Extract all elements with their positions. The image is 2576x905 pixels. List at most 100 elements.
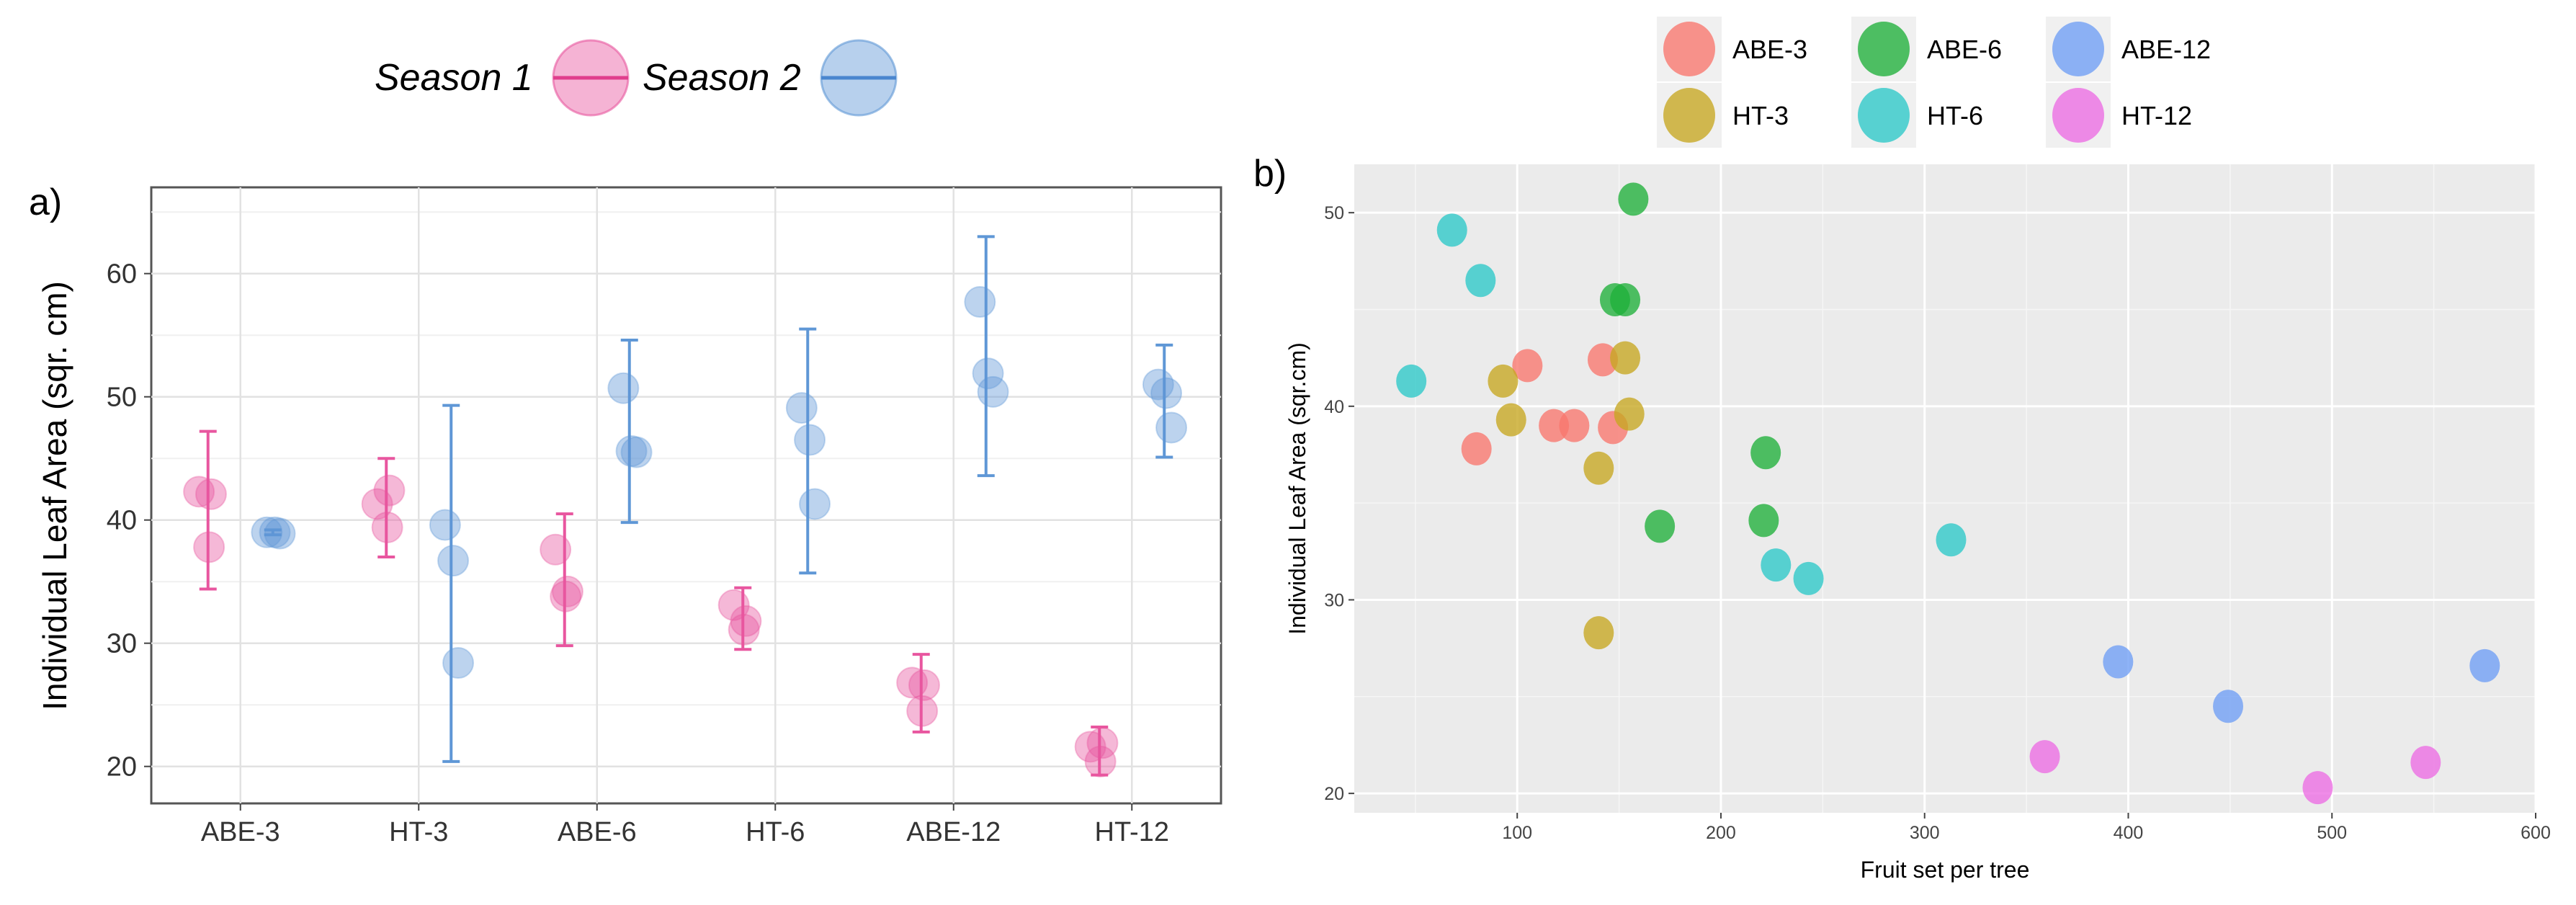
plot-b-point-abe-12 — [2469, 648, 2500, 682]
plot-b-point-ht-3 — [1583, 616, 1614, 650]
plot-a-errorbar-season-2-ht-6 — [799, 327, 817, 575]
plot-b-point-abe-3 — [1587, 343, 1618, 377]
plot-a-point-season-1-abe-6 — [550, 580, 582, 612]
plot-a-point-season-1-abe-12 — [896, 667, 929, 699]
plot-b-point-ht-12 — [2029, 740, 2060, 774]
plot-a-point-season-1-abe-12 — [908, 669, 940, 701]
legend-a-label-season1: Season 1 — [375, 57, 533, 99]
legend-b-key-ht-6 — [1858, 88, 1910, 143]
plot-a-y-tick-label: 30 — [107, 629, 137, 659]
plot-a-x-ticks: ABE-3 HT-3 ABE-6 HT-6 ABE-12 HT-12 — [201, 803, 1169, 847]
plot-b-x-tick-label: 100 — [1502, 823, 1532, 843]
plot-a-point-season-1-abe-3 — [194, 478, 227, 510]
plot-a-errorbar-season-1-abe-6 — [555, 512, 573, 648]
plot-a-point-season-1-ht-6 — [730, 605, 762, 637]
plot-b-x-tick-label: 600 — [2521, 823, 2551, 843]
plot-b-point-ht-3 — [1610, 341, 1641, 375]
plot-a-x-tick-label: HT-3 — [389, 817, 448, 847]
legend-b-key-abe-12 — [2052, 22, 2104, 76]
plot-a: 20 30 40 50 60 ABE-3 HT-3 ABE-6 HT-6 ABE-12 HT-12… — [36, 186, 1222, 847]
plot-b-point-abe-3 — [1559, 409, 1590, 442]
plot-b-y-axis-title: Individual Leaf Area (sqr.cm) — [1284, 342, 1310, 635]
legend-b-label-ht-12: HT-12 — [2121, 101, 2192, 130]
plot-b-point-abe-6 — [1618, 182, 1649, 216]
plot-b-point-ht-6 — [1936, 523, 1967, 557]
plot-b-x-ticks: 100 200 300 400 500 600 — [1502, 813, 2551, 843]
plot-a-x-tick-label: ABE-3 — [201, 817, 280, 847]
plot-a-point-season-1-ht-12 — [1086, 727, 1119, 759]
plot-a-point-season-1-abe-6 — [551, 575, 583, 607]
plot-a-marks — [183, 235, 1188, 777]
plot-a-point-season-2-ht-3 — [429, 509, 461, 541]
plot-a-x-tick-label: HT-12 — [1095, 817, 1169, 847]
plot-b-grid — [1354, 164, 2537, 813]
plot-b-point-ht-6 — [1396, 364, 1427, 398]
plot-a-point-season-2-abe-12 — [972, 357, 1004, 390]
plot-b-point-abe-12 — [2213, 690, 2244, 723]
legend-a-key-season2 — [820, 39, 898, 117]
legend-a-key-season1 — [552, 39, 630, 117]
plot-a-point-season-2-ht-12 — [1150, 377, 1183, 409]
plot-b-background — [1354, 164, 2536, 813]
legend-a-label-season2: Season 2 — [643, 57, 801, 99]
plot-a-y-tick-label: 60 — [107, 259, 137, 290]
plot-a-point-season-1-abe-3 — [183, 476, 215, 508]
plot-b-point-abe-6 — [1610, 283, 1641, 317]
legend-b-label-ht-3: HT-3 — [1732, 101, 1789, 130]
plot-b-point-ht-12 — [2302, 771, 2333, 805]
legend-b-label-ht-6: HT-6 — [1927, 101, 1983, 130]
plot-b-point-abe-6 — [1750, 436, 1781, 470]
plot-b-y-tick-label: 50 — [1324, 203, 1344, 223]
plot-a-errorbar-season-1-abe-3 — [199, 429, 217, 591]
plot-a-errorbar-season-2-ht-12 — [1155, 343, 1173, 459]
plot-a-point-season-2-abe-3 — [259, 516, 291, 548]
plot-b-x-axis-title: Fruit set per tree — [1861, 857, 2030, 883]
legend-b-label-abe-3: ABE-3 — [1732, 35, 1807, 64]
plot-a-point-season-2-abe-3 — [264, 517, 296, 550]
legend-b-key-ht-12 — [2052, 88, 2104, 143]
plot-b-point-ht-3 — [1495, 403, 1526, 437]
plot-a-point-season-2-abe-6 — [615, 434, 648, 467]
plot-a-point-season-1-ht-6 — [728, 613, 760, 646]
plot-a-y-tick-label: 40 — [107, 506, 137, 536]
plot-b-x-tick-label: 400 — [2114, 823, 2144, 843]
plot-a-x-tick-label: HT-6 — [746, 817, 805, 847]
plot-b-x-tick-label: 500 — [2317, 823, 2347, 843]
plot-a-point-season-2-abe-12 — [977, 375, 1009, 408]
plot-a-errorbar-season-2-abe-3 — [264, 528, 282, 537]
panel-a-label: a) — [29, 182, 62, 223]
legend-b-entry-abe-6: ABE-6 — [1851, 17, 2002, 81]
plot-a-point-season-2-abe-3 — [251, 516, 283, 548]
plot-a-point-season-2-ht-3 — [437, 545, 470, 577]
plot-a-point-season-2-ht-6 — [785, 392, 818, 424]
plot-b-point-ht-6 — [1761, 548, 1792, 582]
plot-b-x-tick-label: 300 — [1910, 823, 1940, 843]
plot-b-point-ht-3 — [1488, 364, 1519, 398]
plot-a-errorbar-season-2-ht-3 — [442, 404, 460, 763]
plot-a-point-season-1-abe-12 — [906, 695, 939, 727]
plot-b-point-ht-6 — [1436, 213, 1467, 247]
plot-a-point-season-2-ht-3 — [442, 647, 475, 679]
plot-a-point-season-2-abe-6 — [620, 436, 653, 468]
plot-b-point-abe-6 — [1645, 509, 1676, 543]
plot-a-point-season-1-ht-3 — [361, 488, 393, 520]
plot-a-point-season-1-ht-6 — [717, 589, 750, 621]
legend-b: ABE-3 ABE-6 ABE-12 HT-3 HT-6 HT-12 — [1650, 10, 2240, 148]
plot-a-errorbar-season-1-ht-3 — [377, 457, 395, 558]
legend-b-entry-abe-12: ABE-12 — [2046, 17, 2211, 81]
plot-b-point-abe-6 — [1748, 504, 1779, 538]
legend-b-key-ht-3 — [1663, 88, 1715, 143]
plot-a-y-tick-label: 20 — [107, 752, 137, 783]
legend-b-entry-ht-12: HT-12 — [2046, 83, 2192, 148]
plot-a-point-season-1-abe-3 — [193, 531, 225, 563]
plot-a-point-season-2-abe-6 — [607, 372, 640, 404]
plot-a-point-season-1-ht-3 — [371, 511, 403, 543]
plot-a-point-season-1-ht-12 — [1074, 731, 1106, 763]
plot-a-errorbar-season-2-abe-12 — [977, 235, 995, 478]
plot-b-x-tick-label: 200 — [1706, 823, 1736, 843]
plot-a-point-season-1-ht-3 — [373, 474, 406, 507]
plot-b-point-abe-3 — [1512, 349, 1543, 383]
plot-a-x-tick-label: ABE-6 — [558, 817, 637, 847]
plot-b-point-ht-3 — [1614, 397, 1645, 431]
